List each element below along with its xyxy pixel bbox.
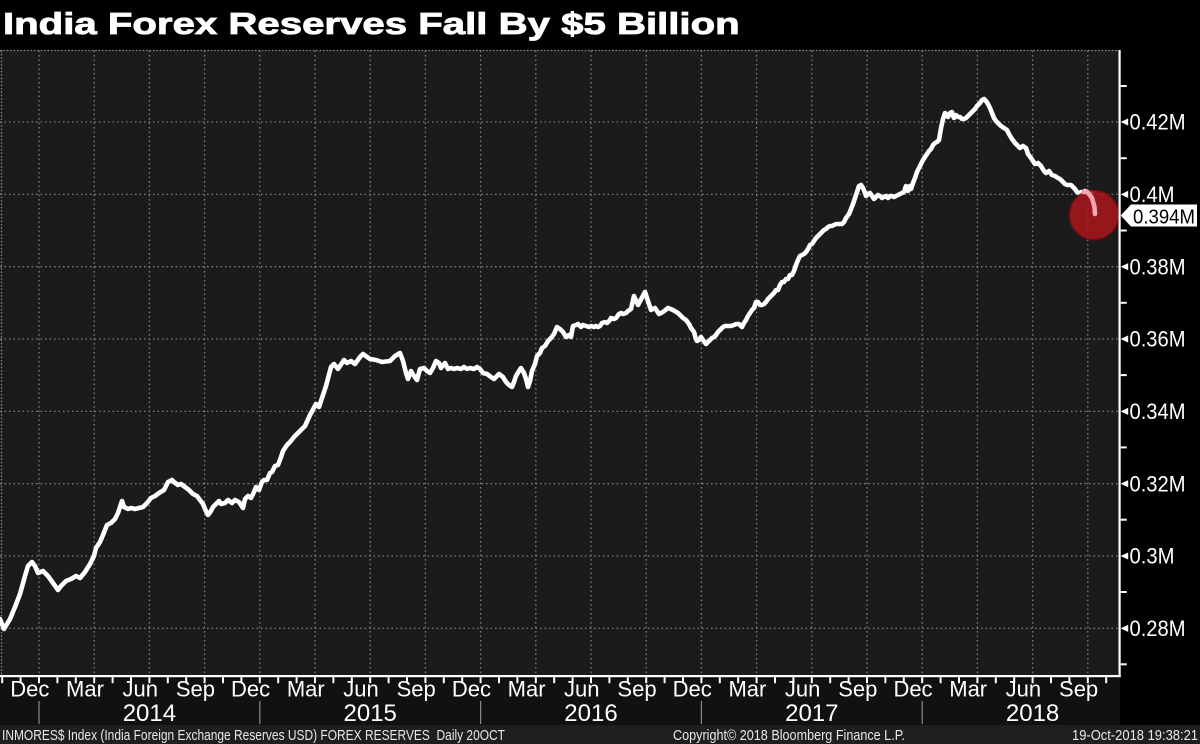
- svg-text:0.394M: 0.394M: [1133, 206, 1195, 228]
- svg-text:Dec: Dec: [10, 677, 49, 702]
- svg-text:Mar: Mar: [728, 677, 766, 702]
- svg-text:INMORES$ Index (India Foreign: INMORES$ Index (India Foreign Exchange R…: [2, 727, 505, 744]
- svg-text:Sep: Sep: [176, 677, 215, 702]
- svg-text:0.3M: 0.3M: [1130, 544, 1175, 569]
- svg-text:Sep: Sep: [1059, 677, 1098, 702]
- svg-text:Mar: Mar: [287, 677, 325, 702]
- svg-text:Dec: Dec: [893, 677, 932, 702]
- svg-text:Jun: Jun: [122, 677, 157, 702]
- svg-text:Dec: Dec: [452, 677, 491, 702]
- svg-text:2016: 2016: [564, 700, 617, 727]
- svg-text:Jun: Jun: [785, 677, 820, 702]
- svg-text:Sep: Sep: [838, 677, 877, 702]
- svg-text:2014: 2014: [123, 700, 176, 727]
- svg-text:Jun: Jun: [564, 677, 599, 702]
- svg-text:2015: 2015: [344, 700, 397, 727]
- svg-text:Mar: Mar: [949, 677, 987, 702]
- svg-text:Sep: Sep: [397, 677, 436, 702]
- svg-text:Copyright© 2018 Bloomberg Fina: Copyright© 2018 Bloomberg Finance L.P.: [673, 727, 905, 744]
- svg-text:Mar: Mar: [508, 677, 546, 702]
- svg-text:Sep: Sep: [617, 677, 656, 702]
- svg-text:0.34M: 0.34M: [1130, 399, 1186, 424]
- svg-text:Jun: Jun: [343, 677, 378, 702]
- svg-text:Mar: Mar: [66, 677, 104, 702]
- svg-text:Dec: Dec: [673, 677, 712, 702]
- svg-text:India Forex Reserves Fall By $: India Forex Reserves Fall By $5 Billion: [3, 6, 740, 41]
- svg-text:19-Oct-2018 19:38:21: 19-Oct-2018 19:38:21: [1072, 727, 1198, 744]
- svg-text:0.32M: 0.32M: [1130, 471, 1186, 496]
- svg-text:2018: 2018: [1006, 700, 1059, 727]
- svg-text:Dec: Dec: [231, 677, 270, 702]
- svg-text:2017: 2017: [785, 700, 838, 727]
- svg-text:0.36M: 0.36M: [1130, 327, 1186, 352]
- svg-text:0.28M: 0.28M: [1130, 616, 1186, 641]
- svg-text:0.38M: 0.38M: [1130, 254, 1186, 279]
- svg-text:Jun: Jun: [1006, 677, 1041, 702]
- svg-text:0.42M: 0.42M: [1130, 110, 1186, 135]
- svg-text:0.4M: 0.4M: [1130, 182, 1175, 207]
